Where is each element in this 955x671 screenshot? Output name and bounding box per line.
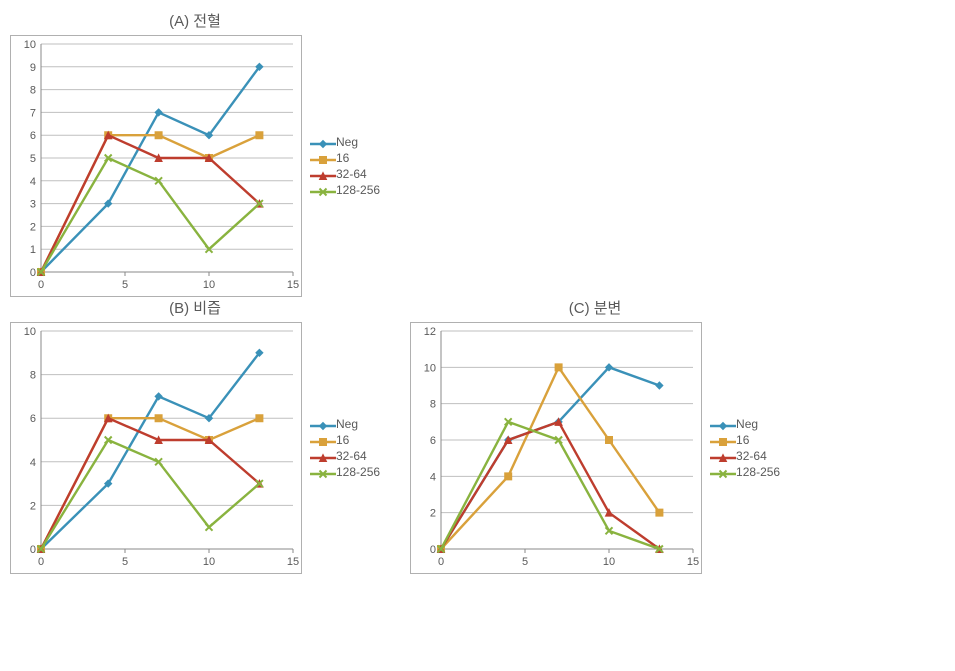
- legend-label-s16: 16: [336, 433, 349, 447]
- svg-text:5: 5: [522, 556, 528, 568]
- legend-item-s32_64: 32-64: [310, 167, 380, 181]
- legend-item-neg: Neg: [710, 417, 780, 431]
- legend-item-neg: Neg: [310, 135, 380, 149]
- legend-item-s16: 16: [710, 433, 780, 447]
- svg-text:5: 5: [122, 279, 128, 291]
- legend-item-s128_256: 128-256: [310, 183, 380, 197]
- legend-label-neg: Neg: [336, 417, 358, 431]
- legend-swatch-s16: [310, 435, 332, 445]
- chart-frame-C: 0 2 4 6 8 10 12 0 5 10 15: [410, 322, 702, 574]
- svg-text:4: 4: [30, 176, 36, 188]
- chart-C-svg: 0 2 4 6 8 10 12 0 5 10 15: [411, 323, 701, 573]
- chart-block-B: (B) 비즙 0 2 4 6 8 10 0 5 10 15 Neg 16: [10, 297, 380, 574]
- legend-swatch-s128_256: [710, 467, 732, 477]
- legend-swatch-s16: [310, 153, 332, 163]
- svg-text:10: 10: [203, 556, 215, 568]
- svg-text:7: 7: [30, 107, 36, 119]
- legend-label-s128_256: 128-256: [336, 183, 380, 197]
- svg-text:5: 5: [30, 153, 36, 165]
- legend-item-s128_256: 128-256: [310, 465, 380, 479]
- legend-swatch-neg: [310, 137, 332, 147]
- legend-swatch-s32_64: [310, 169, 332, 179]
- svg-text:8: 8: [430, 399, 436, 411]
- row-1: (A) 전혈 0 1 2 3 4 5 6 7 8 9 10 0 5 10 15 Neg 16: [10, 10, 955, 297]
- legend-swatch-s128_256: [310, 467, 332, 477]
- svg-text:15: 15: [287, 279, 299, 291]
- chart-row-B: 0 2 4 6 8 10 0 5 10 15 Neg 16: [10, 322, 380, 574]
- legend-item-s16: 16: [310, 151, 380, 165]
- svg-text:6: 6: [430, 435, 436, 447]
- chart-row-C: 0 2 4 6 8 10 12 0 5 10 15 Neg 16: [410, 322, 780, 574]
- chart-frame-B: 0 2 4 6 8 10 0 5 10 15: [10, 322, 302, 574]
- svg-text:9: 9: [30, 62, 36, 74]
- legend-swatch-neg: [310, 419, 332, 429]
- chart-frame-A: 0 1 2 3 4 5 6 7 8 9 10 0 5 10 15: [10, 35, 302, 297]
- legend-swatch-s32_64: [710, 451, 732, 461]
- svg-text:12: 12: [424, 326, 436, 338]
- svg-text:15: 15: [687, 556, 699, 568]
- chart-B-legend: Neg 16 32-64: [310, 415, 380, 481]
- chart-C-legend: Neg 16 32-64: [710, 415, 780, 481]
- chart-block-A: (A) 전혈 0 1 2 3 4 5 6 7 8 9 10 0 5 10 15 Neg 16: [10, 10, 380, 297]
- legend-label-neg: Neg: [336, 135, 358, 149]
- chart-title-A: (A) 전혈: [10, 10, 380, 31]
- legend-label-s16: 16: [736, 433, 749, 447]
- legend-item-s16: 16: [310, 433, 380, 447]
- svg-text:6: 6: [30, 130, 36, 142]
- svg-text:2: 2: [30, 221, 36, 233]
- legend-swatch-s16: [710, 435, 732, 445]
- legend-label-s128_256: 128-256: [336, 465, 380, 479]
- svg-text:10: 10: [24, 326, 36, 338]
- legend-swatch-s128_256: [310, 185, 332, 195]
- chart-B-svg: 0 2 4 6 8 10 0 5 10 15: [11, 323, 301, 573]
- legend-swatch-s32_64: [310, 451, 332, 461]
- svg-text:8: 8: [30, 370, 36, 382]
- svg-text:0: 0: [430, 544, 436, 556]
- chart-title-C: (C) 분변: [410, 297, 780, 318]
- legend-label-s128_256: 128-256: [736, 465, 780, 479]
- chart-title-B: (B) 비즙: [10, 297, 380, 318]
- svg-text:0: 0: [38, 556, 44, 568]
- legend-item-s32_64: 32-64: [310, 449, 380, 463]
- legend-item-s32_64: 32-64: [710, 449, 780, 463]
- svg-text:0: 0: [30, 544, 36, 556]
- svg-text:2: 2: [430, 508, 436, 520]
- svg-text:2: 2: [30, 500, 36, 512]
- legend-label-s16: 16: [336, 151, 349, 165]
- chart-A-svg: 0 1 2 3 4 5 6 7 8 9 10 0 5 10 15: [11, 36, 301, 296]
- svg-text:10: 10: [203, 279, 215, 291]
- svg-text:0: 0: [438, 556, 444, 568]
- chart-block-C: (C) 분변 0 2 4 6 8 10 12 0 5 10 15 Neg 16: [410, 297, 780, 574]
- svg-text:5: 5: [122, 556, 128, 568]
- svg-text:1: 1: [30, 244, 36, 256]
- legend-label-s32_64: 32-64: [336, 167, 367, 181]
- svg-text:10: 10: [603, 556, 615, 568]
- svg-text:0: 0: [38, 279, 44, 291]
- svg-text:4: 4: [430, 471, 436, 483]
- chart-row-A: 0 1 2 3 4 5 6 7 8 9 10 0 5 10 15 Neg 16: [10, 35, 380, 297]
- svg-text:4: 4: [30, 457, 36, 469]
- svg-text:10: 10: [424, 362, 436, 374]
- legend-swatch-neg: [710, 419, 732, 429]
- legend-label-s32_64: 32-64: [736, 449, 767, 463]
- legend-label-s32_64: 32-64: [336, 449, 367, 463]
- svg-text:3: 3: [30, 199, 36, 211]
- chart-A-legend: Neg 16 32-64: [310, 133, 380, 199]
- svg-text:0: 0: [30, 267, 36, 279]
- legend-label-neg: Neg: [736, 417, 758, 431]
- svg-text:8: 8: [30, 85, 36, 97]
- legend-item-s128_256: 128-256: [710, 465, 780, 479]
- row-2: (B) 비즙 0 2 4 6 8 10 0 5 10 15 Neg 16: [10, 297, 955, 574]
- svg-text:15: 15: [287, 556, 299, 568]
- svg-text:10: 10: [24, 39, 36, 51]
- legend-item-neg: Neg: [310, 417, 380, 431]
- svg-text:6: 6: [30, 413, 36, 425]
